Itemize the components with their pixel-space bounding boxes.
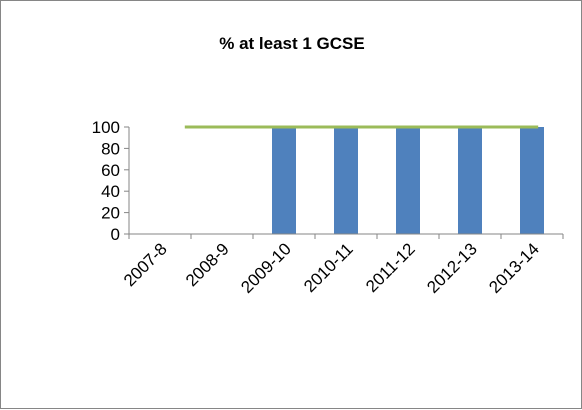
x-tick-label: 2012-13 bbox=[423, 239, 481, 297]
x-tick-label: 2011-12 bbox=[362, 239, 419, 296]
y-tick-label: 40 bbox=[101, 182, 120, 201]
x-tick-label: 2008-9 bbox=[182, 239, 233, 290]
y-tick-label: 0 bbox=[111, 225, 120, 244]
bar-2010-11 bbox=[334, 127, 358, 234]
x-tick-label: 2010-11 bbox=[300, 239, 357, 296]
y-tick-label: 20 bbox=[101, 204, 120, 223]
y-tick-label: 60 bbox=[101, 161, 120, 180]
bar-2011-12 bbox=[396, 127, 420, 234]
x-tick-label: 2013-14 bbox=[485, 239, 543, 297]
y-tick-label: 100 bbox=[92, 118, 120, 137]
bar-2013-14 bbox=[520, 127, 544, 234]
y-tick-label: 80 bbox=[101, 139, 120, 158]
bar-2009-10 bbox=[272, 127, 296, 234]
x-tick-label: 2007-8 bbox=[120, 239, 171, 290]
x-tick-label: 2009-10 bbox=[237, 239, 295, 297]
chart-title: % at least 1 GCSE bbox=[219, 34, 365, 53]
bar-2012-13 bbox=[458, 127, 482, 234]
